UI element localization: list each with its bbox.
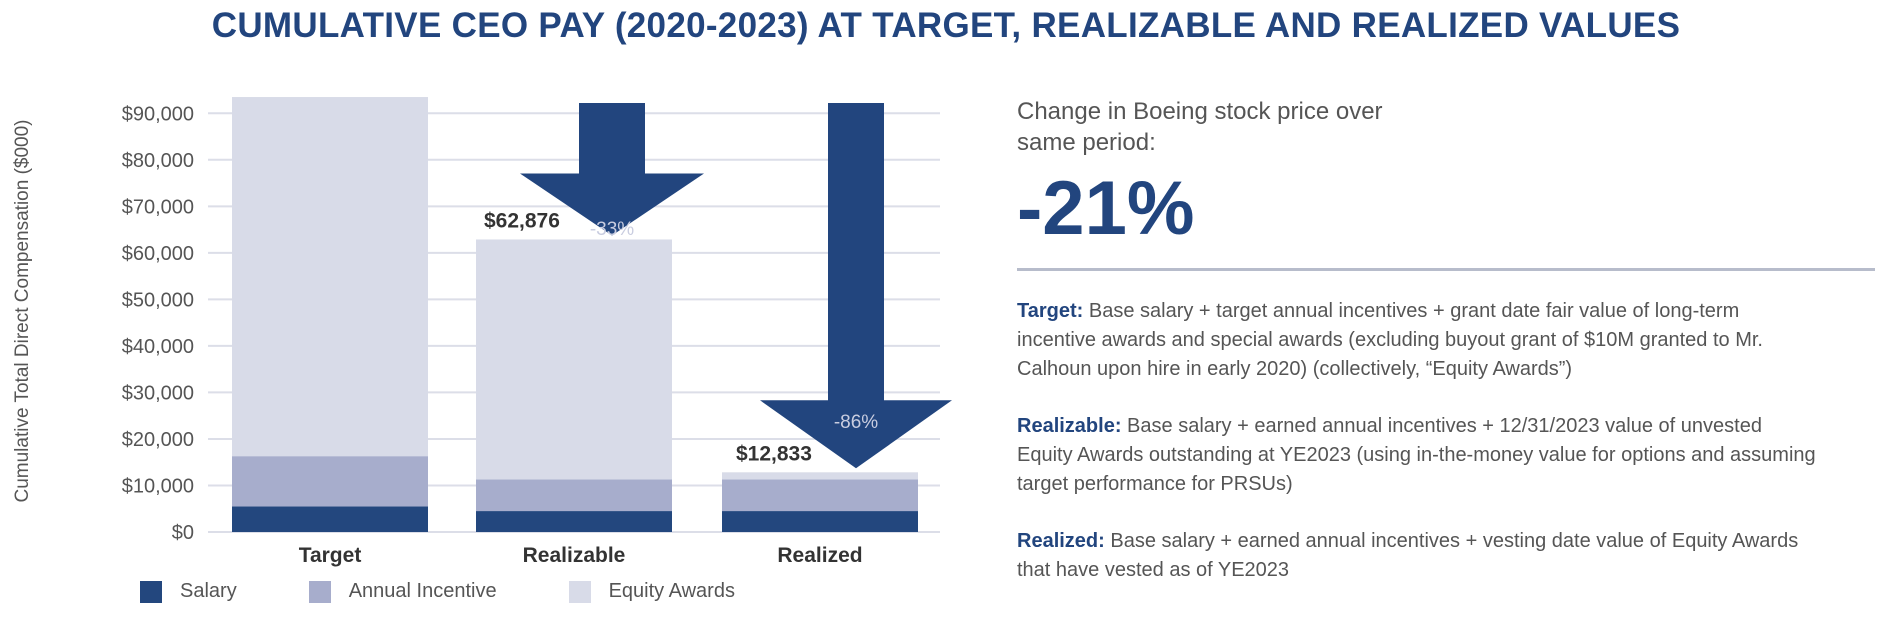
definition-realizable-label: Realizable: xyxy=(1017,415,1122,437)
y-tick-label: $10,000 xyxy=(122,475,194,497)
legend-item-equity-awards: Equity Awards xyxy=(568,580,735,603)
legend-label-salary: Salary xyxy=(180,580,237,602)
stock-change-panel: Change in Boeing stock price over same p… xyxy=(1017,96,1877,585)
definition-target-label: Target: xyxy=(1017,300,1084,322)
x-tick-label: Realizable xyxy=(523,544,626,567)
change-arrow xyxy=(760,103,952,469)
y-tick-label: $40,000 xyxy=(122,336,194,358)
y-tick-label: $60,000 xyxy=(122,243,194,265)
y-tick-label: $70,000 xyxy=(122,196,194,218)
x-tick-label: Realized xyxy=(777,544,862,567)
bar-segment-annual-incentive xyxy=(232,456,428,507)
bar-segment-equity-awards xyxy=(232,97,428,457)
data-label-total: $12,833 xyxy=(736,442,812,465)
stock-change-value: -21% xyxy=(1017,166,1195,251)
y-tick-label: $20,000 xyxy=(122,429,194,451)
equity-awards-swatch xyxy=(568,580,591,603)
y-tick-label: $30,000 xyxy=(122,382,194,404)
legend-item-salary: Salary xyxy=(140,580,237,603)
legend-label-equity-awards: Equity Awards xyxy=(608,580,735,602)
bar-segment-salary xyxy=(232,506,428,532)
definition-realized: Realized: Base salary + earned annual in… xyxy=(1017,527,1817,585)
bar-segment-annual-incentive xyxy=(476,479,672,512)
bar-chart: $0 $10,000 $20,000 $30,000 $40,000 $50,000 $60… xyxy=(12,90,952,567)
definition-realized-label: Realized: xyxy=(1017,530,1105,552)
bar-segment-salary xyxy=(476,511,672,532)
stock-change-label: Change in Boeing stock price over same p… xyxy=(1017,98,1383,156)
change-arrow xyxy=(520,103,704,236)
chart-title: CUMULATIVE CEO PAY (2020-2023) AT TARGET… xyxy=(211,6,1681,45)
definition-realized-text: Base salary + earned annual incentives +… xyxy=(1017,530,1799,581)
definition-realizable-text: Base salary + earned annual incentives +… xyxy=(1017,415,1816,495)
legend-label-annual-incentive: Annual Incentive xyxy=(348,580,497,602)
bar-segment-annual-incentive xyxy=(722,479,918,512)
data-label-total: $62,876 xyxy=(484,209,560,232)
y-axis-title: Cumulative Total Direct Compensation ($0… xyxy=(12,120,33,503)
chart-legend: Salary Annual Incentive Equity Awards xyxy=(140,580,807,603)
legend-item-annual-incentive: Annual Incentive xyxy=(308,580,497,603)
x-tick-label: Target xyxy=(299,544,362,567)
definition-realizable: Realizable: Base salary + earned annual … xyxy=(1017,412,1817,499)
annotation-label: -86% xyxy=(834,412,878,433)
y-tick-label: $90,000 xyxy=(122,103,194,125)
y-tick-label: $50,000 xyxy=(122,289,194,311)
divider xyxy=(1017,268,1875,271)
y-tick-label: $0 xyxy=(172,522,194,544)
bar-segment-salary xyxy=(722,511,918,532)
y-tick-label: $80,000 xyxy=(122,150,194,172)
salary-swatch xyxy=(140,580,162,603)
bar-segment-equity-awards xyxy=(722,472,918,480)
annotation-label: -33% xyxy=(590,219,634,240)
bar-segment-equity-awards xyxy=(476,239,672,480)
definition-target-text: Base salary + target annual incentives +… xyxy=(1017,300,1763,380)
annual-incentive-swatch xyxy=(308,580,331,603)
definition-target: Target: Base salary + target annual ince… xyxy=(1017,297,1817,384)
